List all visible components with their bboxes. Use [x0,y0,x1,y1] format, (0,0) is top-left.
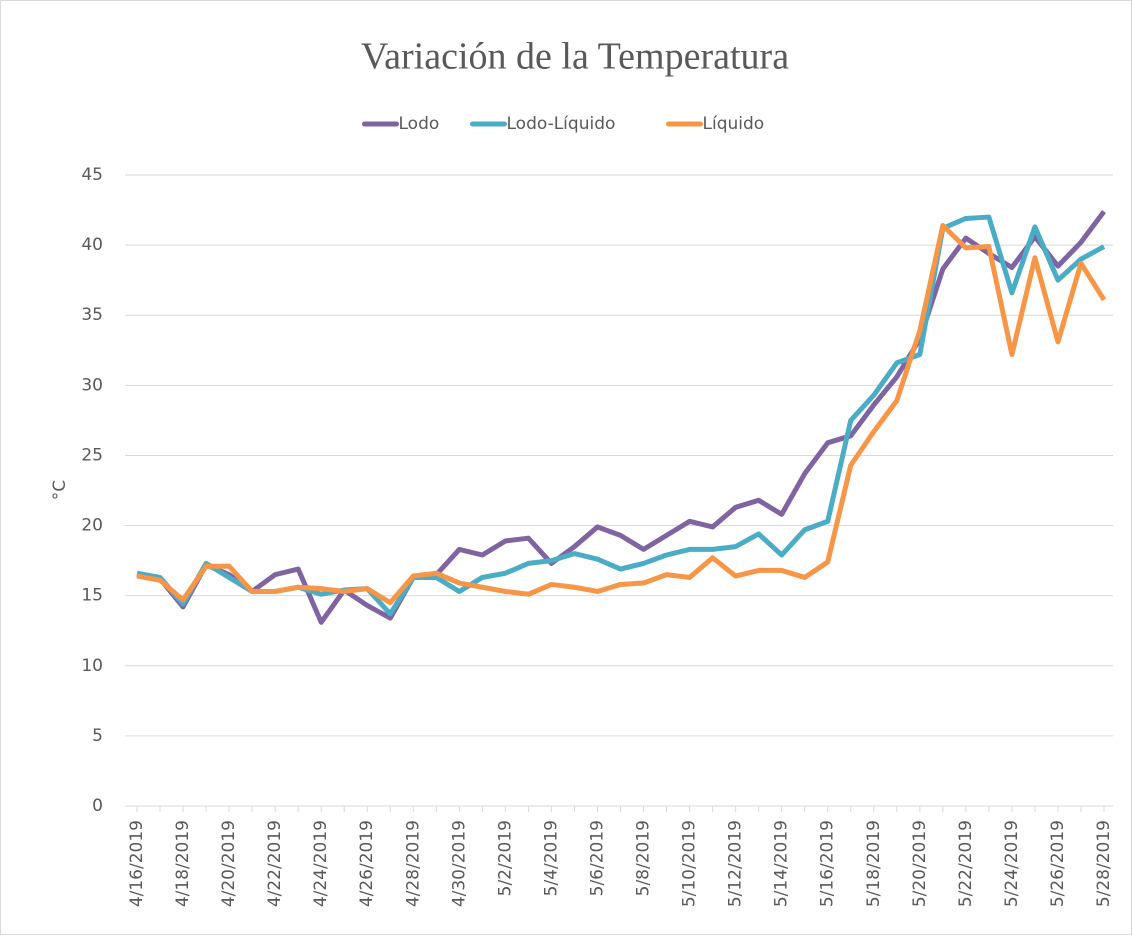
x-tick-label: 5/4/2019 [541,820,561,896]
x-tick-label: 5/14/2019 [772,820,792,907]
y-tick-label: 40 [81,235,103,255]
x-tick-label: 5/8/2019 [634,820,654,896]
y-tick-label: 45 [81,165,103,185]
line-series [136,209,1107,625]
x-tick-label: 5/26/2019 [1048,820,1068,907]
x-tick-label: 4/26/2019 [357,820,377,907]
y-tick-label: 35 [81,305,103,325]
y-tick-label: 10 [81,656,103,676]
x-tick-label: 4/16/2019 [127,820,147,907]
x-tick-label: 5/6/2019 [587,820,607,896]
x-tick-label: 4/28/2019 [403,820,423,907]
x-tick-label: 5/28/2019 [1094,820,1114,907]
x-tick-label: 5/24/2019 [1002,820,1022,907]
legend-label: Lodo [399,114,440,134]
y-tick-label: 25 [81,445,103,465]
x-tick-label: 5/10/2019 [680,820,700,907]
legend-label: Líquido [703,114,765,134]
y-tick-label: 5 [92,726,103,746]
x-tick-label: 4/24/2019 [311,820,331,907]
line-series [136,222,1107,606]
x-tick-label: 5/20/2019 [910,820,930,907]
y-tick-label: 30 [81,375,103,395]
y-axis-label: °C [50,480,70,500]
x-tick-label: 5/16/2019 [818,820,838,907]
y-tick-label: 15 [81,586,103,606]
x-tick-label: 4/30/2019 [449,820,469,907]
y-tick-label: 0 [92,796,103,816]
x-tick-label: 5/18/2019 [864,820,884,907]
legend-label: Lodo-Líquido [507,114,616,134]
y-tick-label: 20 [81,516,103,536]
x-tick-label: 4/18/2019 [173,820,193,907]
x-tick-label: 5/22/2019 [956,820,976,907]
x-tick-label: 4/20/2019 [219,820,239,907]
chart-title: Variación de la Temperatura [361,36,789,78]
x-tick-label: 4/22/2019 [265,820,285,907]
x-tick-label: 5/12/2019 [726,820,746,907]
x-tick-label: 5/2/2019 [495,820,515,896]
